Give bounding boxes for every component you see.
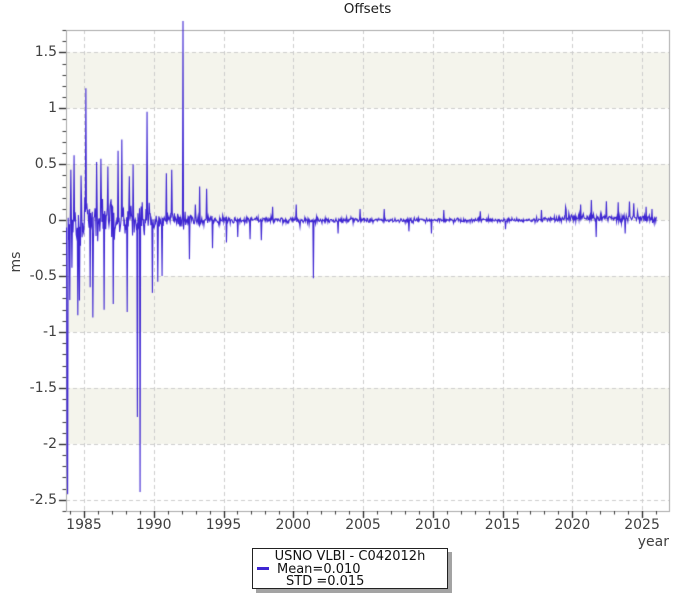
y-tick-label: 0.5 <box>34 156 57 173</box>
x-tick-label: 1995 <box>205 517 242 533</box>
y-tick-label: 0 <box>48 212 57 229</box>
x-tick-label: 2020 <box>554 517 591 533</box>
y-tick-label: 1 <box>48 100 57 117</box>
x-tick-label: 2005 <box>345 517 381 533</box>
legend-title: USNO VLBI - C042012h <box>274 549 426 564</box>
legend-mean-row: Mean=0.010 <box>253 561 447 577</box>
x-tick-label: 2015 <box>484 517 521 533</box>
x-axis-label: year <box>637 534 669 550</box>
x-tick-label: 2010 <box>414 517 451 533</box>
y-tick-label: -2 <box>43 435 57 452</box>
x-tick-label: 1985 <box>66 517 102 533</box>
y-tick-label: -1 <box>43 324 57 341</box>
x-tick-label: 2000 <box>275 517 312 533</box>
legend-mean-label: Mean=0.010 <box>277 561 361 577</box>
legend: USNO VLBI - C042012h Mean=0.010 STD =0.0… <box>252 548 448 589</box>
y-tick-label: -1.5 <box>29 379 57 396</box>
x-tick-label: 1990 <box>135 517 172 533</box>
y-tick-label: -2.5 <box>29 491 57 508</box>
chart-title: Offsets <box>343 1 392 17</box>
y-tick-label: 1.5 <box>34 44 57 61</box>
legend-line-marker <box>257 566 269 570</box>
legend-std-label: STD =0.015 <box>286 574 365 589</box>
y-tick-label: -0.5 <box>29 268 57 285</box>
x-tick-label: 2025 <box>624 517 660 533</box>
